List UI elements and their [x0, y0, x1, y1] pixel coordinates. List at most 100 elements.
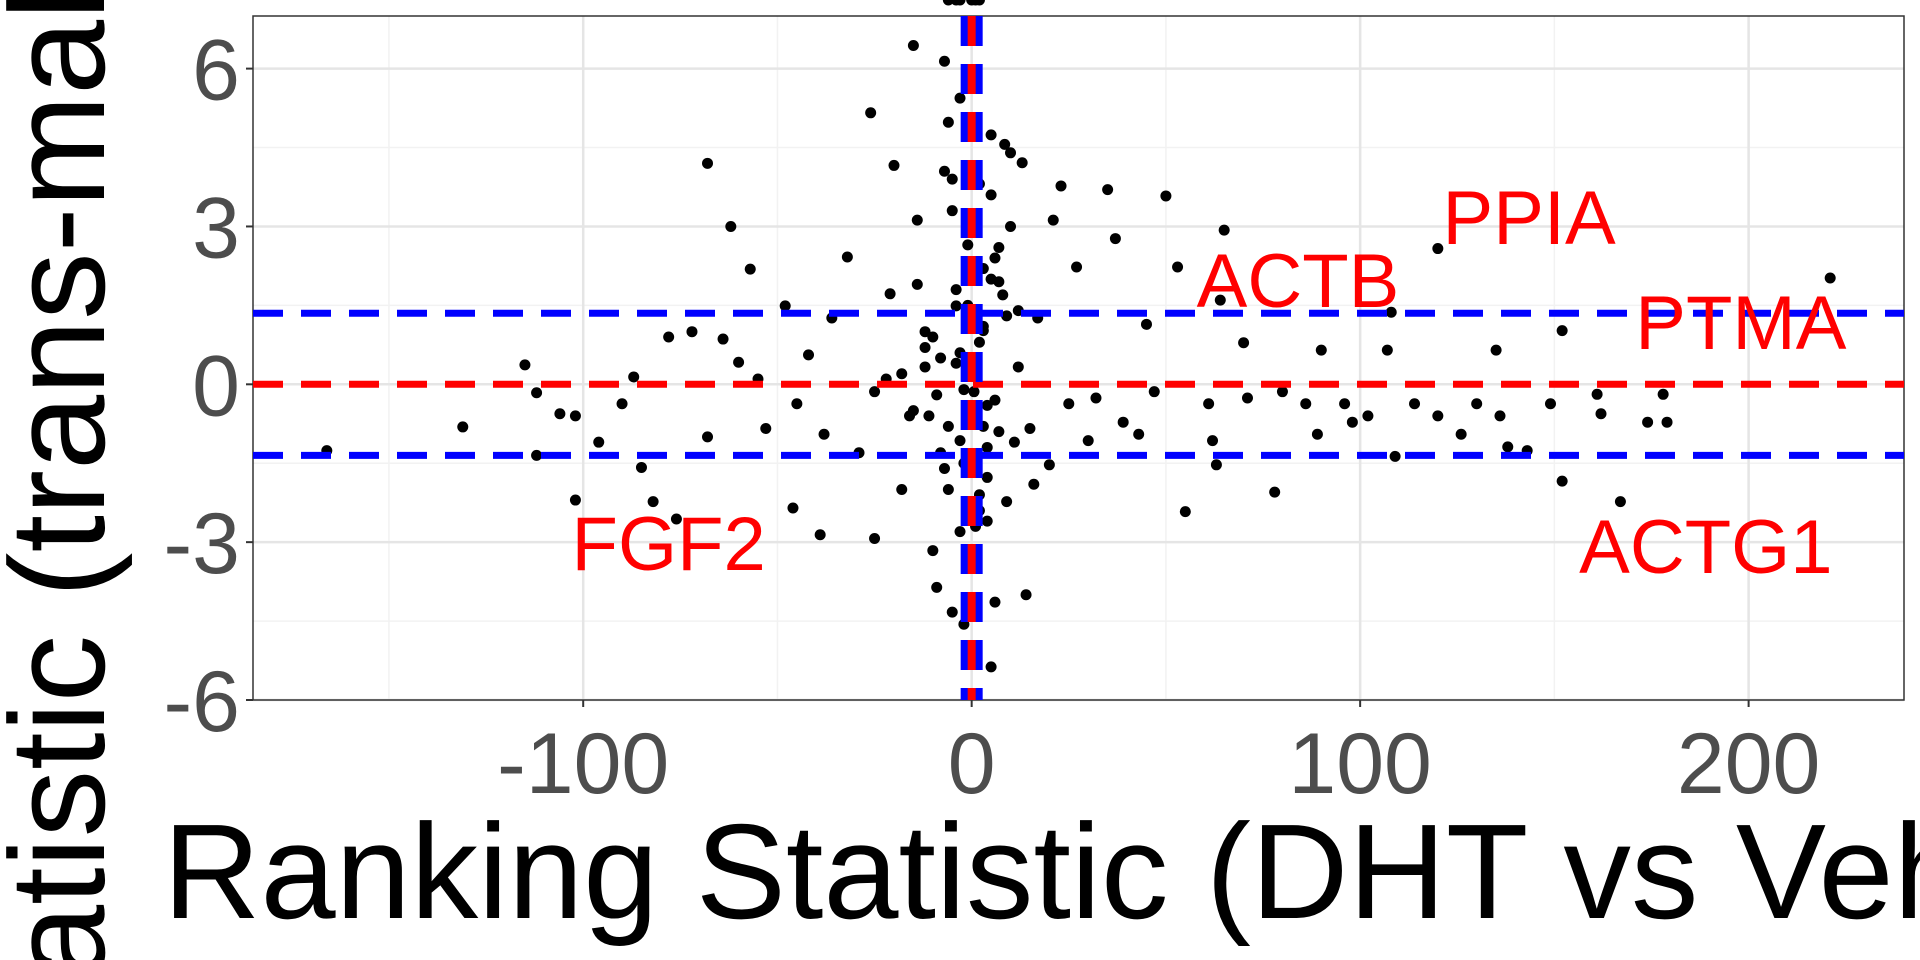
point: [1614, 496, 1626, 508]
point: [554, 408, 566, 420]
point: [981, 471, 993, 483]
point: [803, 349, 815, 361]
x-tick-label: -100: [497, 716, 669, 812]
point: [1490, 344, 1502, 356]
point: [884, 288, 896, 300]
point: [1160, 190, 1172, 202]
point: [1043, 459, 1055, 471]
point: [1210, 459, 1222, 471]
point: [1409, 398, 1421, 410]
point: [1339, 398, 1351, 410]
point: [985, 189, 997, 201]
x-tick-label: 100: [1288, 716, 1432, 812]
point: [989, 596, 1001, 608]
point: [888, 159, 900, 171]
x-axis-title: Ranking Statistic (DHT vs Veh: [163, 796, 1920, 947]
point: [1315, 344, 1327, 356]
point: [791, 398, 803, 410]
point: [1300, 398, 1312, 410]
point: [1494, 410, 1506, 422]
x-tick-label: 0: [948, 716, 996, 812]
point: [927, 331, 939, 343]
point: [970, 0, 982, 6]
point: [1102, 184, 1114, 196]
point: [999, 138, 1011, 150]
point: [1311, 428, 1323, 440]
point: [950, 284, 962, 296]
points: [321, 0, 1836, 673]
point: [968, 386, 980, 398]
point: [1385, 306, 1397, 318]
point: [989, 252, 1001, 264]
point: [1556, 325, 1568, 337]
point: [962, 239, 974, 251]
point: [1063, 398, 1075, 410]
point: [1269, 486, 1281, 498]
point: [725, 220, 737, 232]
point: [531, 449, 543, 461]
point: [779, 300, 791, 312]
point: [787, 502, 799, 514]
point: [997, 289, 1009, 301]
point: [616, 398, 628, 410]
annotation: ACTG1: [1579, 505, 1832, 590]
ticks: -100 0 100 200 -6 -3 0 3 6: [164, 23, 1821, 812]
point: [818, 428, 830, 440]
point: [1090, 392, 1102, 404]
point: [1055, 180, 1067, 192]
point: [1471, 398, 1483, 410]
reference-lines: [253, 16, 1904, 700]
point: [935, 352, 947, 364]
point: [717, 333, 729, 345]
point: [1432, 410, 1444, 422]
point: [760, 423, 772, 435]
point: [1028, 478, 1040, 490]
point: [1544, 398, 1556, 410]
point: [904, 410, 916, 422]
point: [733, 356, 745, 368]
point: [1241, 392, 1253, 404]
point: [911, 214, 923, 226]
point: [946, 606, 958, 618]
point: [942, 116, 954, 128]
point: [911, 278, 923, 290]
point: [569, 494, 581, 506]
annotation: PPIA: [1443, 176, 1616, 261]
point: [531, 387, 543, 399]
point: [919, 361, 931, 373]
point: [869, 532, 881, 544]
point: [946, 173, 958, 185]
point: [1179, 506, 1191, 518]
point: [1238, 337, 1250, 349]
point: [1001, 310, 1013, 322]
point: [973, 336, 985, 348]
point: [1012, 361, 1024, 373]
point: [457, 421, 469, 433]
y-tick-label: 6: [192, 23, 240, 119]
point: [1172, 261, 1184, 273]
point: [919, 326, 931, 338]
point: [670, 513, 682, 525]
point: [702, 157, 714, 169]
point: [1346, 416, 1358, 428]
point: [1661, 416, 1673, 428]
point: [1214, 294, 1226, 306]
point: [1362, 410, 1374, 422]
point: [942, 484, 954, 496]
point: [993, 426, 1005, 438]
point: [1276, 386, 1288, 398]
point: [1203, 398, 1215, 410]
point: [647, 496, 659, 508]
point: [896, 368, 908, 380]
annotation: FGF2: [572, 502, 766, 587]
point: [1008, 436, 1020, 448]
point: [1082, 435, 1094, 447]
point: [686, 326, 698, 338]
point: [896, 484, 908, 496]
point: [1117, 416, 1129, 428]
point: [1016, 157, 1028, 169]
x-tick-label: 200: [1677, 716, 1821, 812]
point: [1005, 147, 1017, 159]
